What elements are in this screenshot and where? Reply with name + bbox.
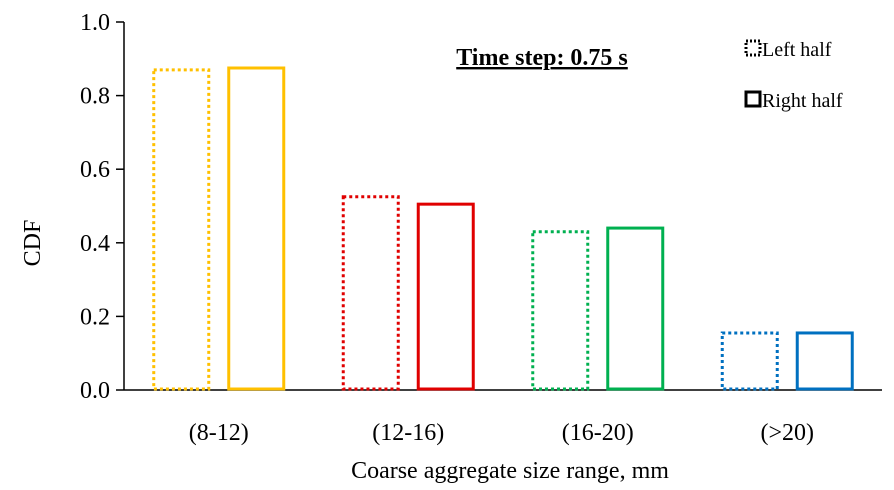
bar-left-half	[720, 331, 779, 391]
time-step-annotation: Time step: 0.75 s	[456, 45, 628, 71]
x-axis-title: Coarse aggregate size range, mm	[351, 458, 669, 484]
plot-area: 0.0 0.2 0.4 0.6 0.8 1.0 (8-12) (12-16) (16-20) (>…	[80, 10, 882, 446]
x-tick-label: (>20)	[760, 420, 814, 446]
legend: Left half Right half	[744, 39, 843, 112]
x-tick-label: (8-12)	[189, 420, 249, 446]
bar-left-half	[152, 68, 211, 391]
x-tick-label: (12-16)	[372, 420, 444, 446]
bar-right-half	[416, 202, 475, 391]
y-tick-label: 1.0	[80, 10, 110, 36]
dotted-square-icon	[744, 39, 762, 57]
bar-left-half	[531, 230, 590, 391]
legend-label-right-half: Right half	[762, 90, 843, 112]
y-tick-label: 0.8	[80, 84, 110, 110]
y-tick-label: 0.2	[80, 304, 110, 330]
y-tick-label: 0.4	[80, 231, 110, 257]
legend-label-left-half: Left half	[762, 39, 832, 61]
bar-right-half	[795, 331, 854, 391]
y-tick-label: 0.6	[80, 157, 110, 183]
bar-right-half	[606, 226, 665, 391]
y-tick-label: 0.0	[80, 378, 110, 404]
y-axis-title: CDF	[20, 220, 46, 267]
bar-left-half	[341, 195, 400, 391]
bar-right-half	[227, 66, 286, 391]
solid-square-icon	[744, 90, 762, 108]
x-tick-label: (16-20)	[562, 420, 634, 446]
